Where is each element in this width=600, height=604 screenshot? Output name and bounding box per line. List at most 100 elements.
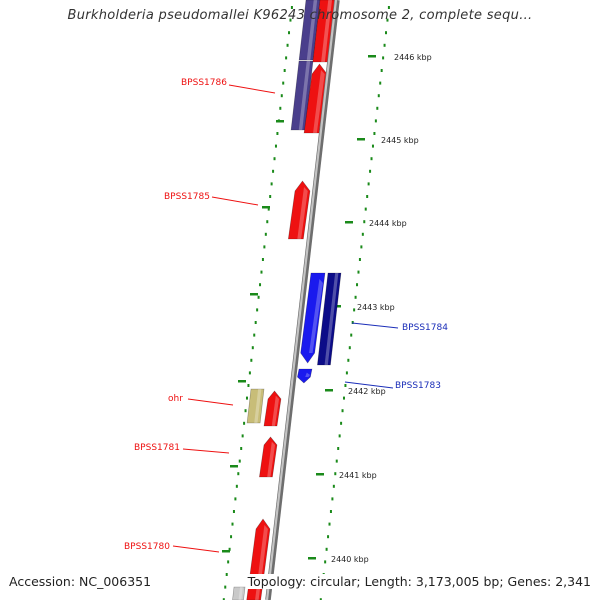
misc-feature-ohr-shine — [254, 389, 262, 423]
tick-dot — [366, 195, 369, 198]
tick-dot — [254, 321, 257, 324]
tick-dot — [370, 157, 373, 161]
major-tick — [357, 138, 365, 141]
tick-dot — [353, 308, 356, 312]
tick-dot — [335, 459, 338, 463]
tick-dot — [285, 56, 288, 60]
sequence-title: Burkholderia pseudomallei K96243 chromos… — [67, 8, 533, 23]
tick-dot — [290, 6, 293, 9]
tick-dot — [241, 434, 244, 438]
tick-dot — [371, 144, 374, 148]
tick-dot — [266, 220, 269, 224]
gene-label-bpss1780: BPSS1780 — [124, 542, 170, 552]
major-tick — [308, 557, 316, 560]
tick-dot — [334, 472, 337, 476]
tick-dot — [382, 56, 385, 60]
gene-labels: BPSS1786 BPSS1785 BPSS1784 BPSS1783 ohr … — [124, 78, 448, 552]
major-tick — [222, 550, 230, 553]
tick-dot — [228, 547, 231, 551]
tick-dot — [244, 409, 247, 413]
gene-label-bpss1783: BPSS1783 — [395, 381, 441, 391]
major-tick — [345, 221, 353, 224]
cds-bpss1784 — [317, 272, 342, 366]
tick-dot — [231, 522, 234, 526]
tick-dot — [332, 484, 335, 488]
tick-dot — [325, 547, 328, 551]
tick-dot — [385, 31, 388, 35]
tick-dot — [331, 497, 334, 501]
tick-dot — [269, 195, 272, 198]
tick-dot — [245, 396, 248, 400]
gene-bpss1781-shine — [267, 441, 276, 477]
tick-dot — [240, 447, 243, 450]
tick-dot — [377, 94, 380, 98]
tick-dot — [274, 144, 277, 148]
tick-dot — [243, 421, 246, 425]
tick-dot — [383, 43, 386, 47]
major-tick — [250, 293, 258, 296]
tick-dot — [328, 522, 331, 526]
chromosome-backbone — [265, 0, 340, 601]
tick-dot — [357, 270, 360, 274]
tick-dot — [224, 585, 227, 589]
genome-summary-text: Topology: circular; Length: 3,173,005 bp… — [245, 574, 591, 589]
tick-dot — [386, 18, 389, 22]
tick-dot — [264, 232, 267, 236]
tick-dot — [247, 384, 250, 387]
tick-dot — [270, 182, 273, 186]
gene-bpss1785-shine — [297, 187, 308, 239]
scale-ticks — [222, 6, 390, 602]
tick-dot — [257, 295, 260, 299]
tick-dot — [237, 472, 240, 476]
tick-dot — [288, 31, 291, 35]
tick-dot — [225, 573, 228, 576]
tick-dot — [361, 232, 364, 236]
major-tick — [325, 389, 333, 392]
tick-dot — [376, 106, 379, 110]
tick-dot — [342, 396, 345, 400]
tick-dot — [367, 182, 370, 186]
tick-dot — [251, 346, 254, 350]
tick-dot — [344, 384, 347, 387]
tick-dot — [253, 333, 256, 337]
gene-bpss1786-b-shine — [313, 70, 325, 133]
tick-dot — [360, 245, 363, 249]
tick-dot — [350, 333, 353, 337]
tick-dot — [250, 358, 253, 362]
tick-dot — [345, 371, 348, 375]
tick-dot — [347, 358, 350, 362]
tick-dot — [263, 245, 266, 249]
cds-bpss1786-b-shine — [298, 61, 311, 130]
tick-dot — [380, 69, 383, 72]
gene-label-bpss1786: BPSS1786 — [181, 78, 227, 88]
tick-dot — [273, 157, 276, 161]
tick-dot — [283, 69, 286, 72]
gene-label-ohr: ohr — [168, 394, 183, 404]
tick-dot — [338, 434, 341, 438]
tick-label: 2444 kbp — [369, 219, 407, 228]
tick-label: 2445 kbp — [381, 136, 419, 145]
tick-dot — [341, 409, 344, 413]
gene-bpss1781 — [259, 436, 278, 478]
tick-dot — [379, 81, 382, 85]
tick-dot — [289, 18, 292, 22]
misc-feature-ohr — [246, 388, 265, 424]
gene-bpss1785 — [287, 180, 311, 240]
gene-bpss1783-shine — [305, 372, 311, 377]
tick-dot — [364, 207, 367, 211]
gene-label-bpss1785: BPSS1785 — [164, 192, 210, 202]
fragment-bottom — [232, 586, 246, 601]
tick-dot — [276, 132, 279, 135]
tick-dot — [340, 421, 343, 425]
tick-dot — [259, 283, 262, 287]
tick-dot — [282, 81, 285, 85]
tick-dot — [348, 346, 351, 350]
tick-dot — [356, 283, 359, 287]
tick-dot — [358, 258, 361, 261]
tick-dot — [337, 447, 340, 450]
gene-ohr-shine — [271, 395, 280, 426]
tick-dot — [232, 510, 235, 513]
tick-label: 2446 kbp — [394, 53, 432, 62]
